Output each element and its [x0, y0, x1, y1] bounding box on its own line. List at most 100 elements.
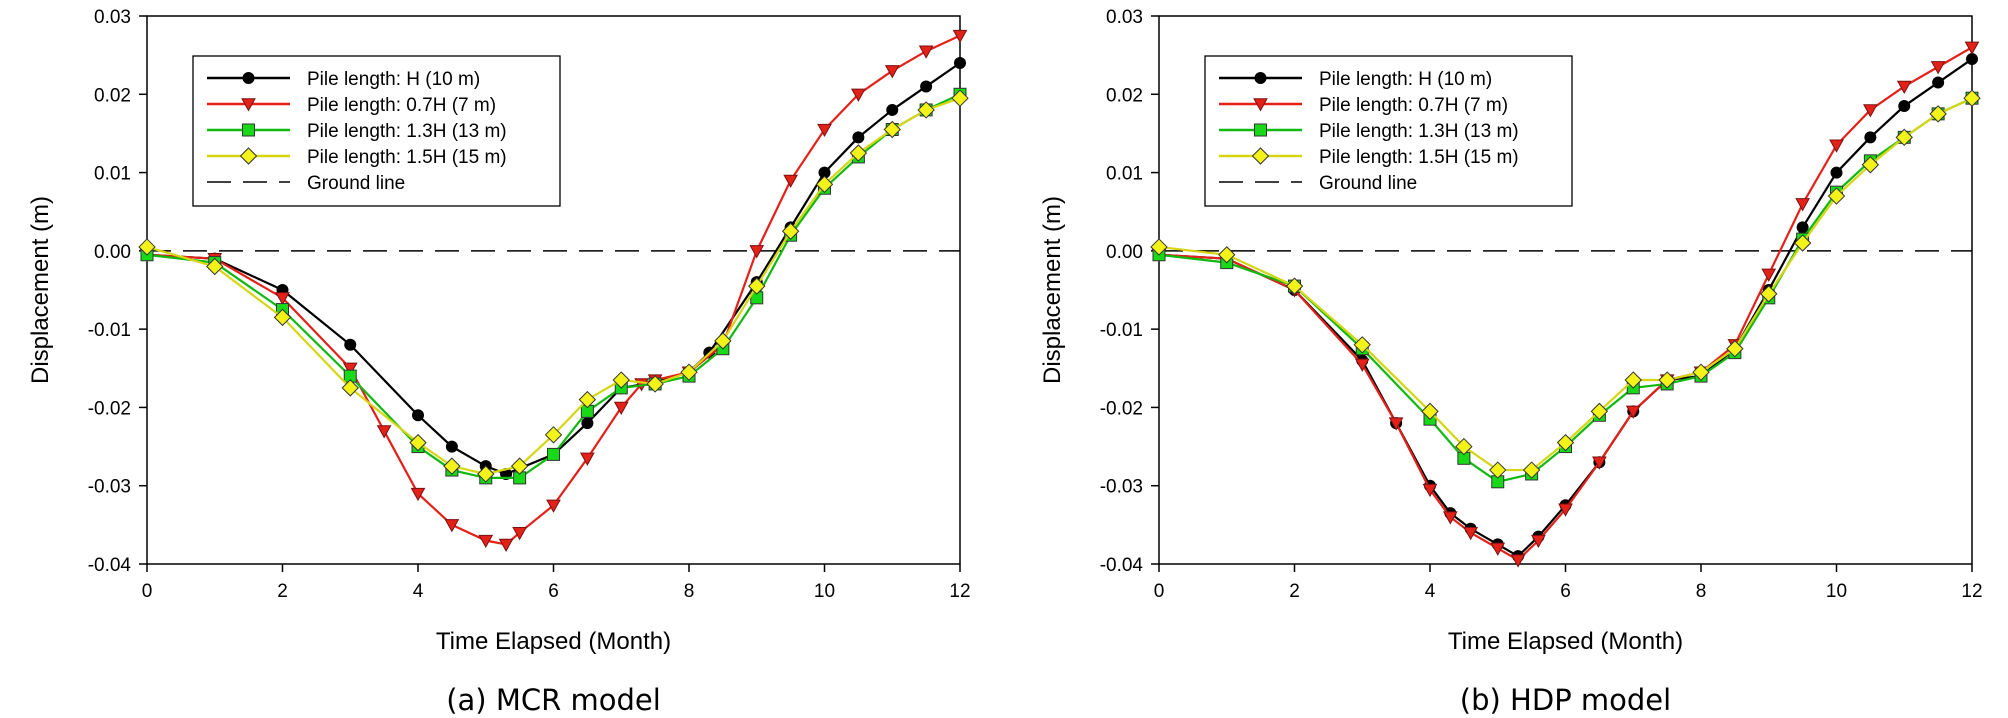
data-point	[1592, 456, 1607, 470]
data-point	[1625, 405, 1641, 419]
legend-label: Pile length: 1.3H (13 m)	[307, 121, 507, 142]
data-point	[512, 526, 527, 541]
data-point	[1760, 285, 1778, 303]
x-tick-label: 6	[1560, 581, 1571, 602]
data-point	[1827, 187, 1846, 205]
legend-marker	[1253, 98, 1268, 112]
data-point	[1863, 104, 1878, 118]
data-point	[714, 332, 732, 350]
data-point	[1830, 166, 1843, 179]
data-point	[1761, 268, 1777, 282]
chart-caption: (b) HDP model	[1460, 683, 1671, 717]
x-tick-label: 2	[277, 581, 288, 602]
legend-label: Pile length: 0.7H (7 m)	[307, 95, 496, 116]
y-tick-label: 0.00	[94, 242, 131, 263]
data-point	[344, 338, 357, 351]
data-point	[815, 175, 834, 194]
data-point	[478, 534, 494, 549]
data-point	[273, 308, 292, 327]
y-tick-label: -0.04	[1100, 555, 1144, 576]
data-point	[1218, 246, 1236, 264]
data-point	[1895, 128, 1913, 147]
x-tick-label: 12	[1961, 581, 1982, 602]
x-tick-label: 10	[814, 581, 835, 602]
data-point	[886, 103, 899, 116]
x-tick-label: 8	[684, 581, 695, 602]
series-line	[1158, 46, 1973, 562]
data-point	[1929, 105, 1947, 123]
data-point	[1421, 402, 1439, 421]
y-tick-label: -0.01	[88, 320, 131, 341]
data-point	[749, 245, 765, 259]
data-point	[781, 222, 800, 240]
legend-label: Pile length: H (10 m)	[1319, 69, 1492, 90]
legend-marker	[1254, 72, 1267, 84]
data-point	[578, 390, 597, 409]
data-point	[1829, 139, 1844, 153]
data-point	[544, 426, 563, 444]
legend-marker	[1254, 123, 1267, 137]
data-point	[1624, 371, 1642, 389]
y-tick-label: -0.01	[1100, 320, 1143, 341]
series-group	[138, 89, 969, 483]
data-point	[445, 440, 458, 453]
y-tick-label: 0.03	[94, 7, 131, 28]
data-point	[510, 457, 529, 475]
data-point	[951, 89, 969, 107]
x-tick-label: 12	[949, 581, 970, 602]
data-point	[498, 538, 514, 552]
data-point	[783, 174, 798, 188]
data-point	[341, 379, 359, 397]
y-tick-label: -0.04	[88, 555, 132, 576]
data-point	[1422, 483, 1438, 498]
data-point	[646, 375, 664, 393]
legend-marker	[1251, 147, 1270, 165]
y-tick-label: 0.02	[94, 85, 131, 106]
legend-label: Pile length: H (10 m)	[307, 69, 480, 90]
legend-label: Pile length: 1.5H (15 m)	[307, 147, 507, 168]
x-tick-label: 0	[142, 581, 153, 602]
x-axis-label: Time Elapsed (Month)	[1448, 628, 1683, 655]
data-point	[342, 362, 358, 376]
y-tick-label: -0.03	[88, 477, 131, 498]
chart-hdp-model: 0 2 4 6 8 10 12 -0.04 -0.03 -0.02 -0.01 0.00 0.01 0.0…	[1039, 7, 1983, 717]
x-tick-label: 10	[1826, 581, 1847, 602]
data-point	[477, 465, 495, 483]
data-point	[817, 123, 832, 138]
data-point	[1531, 534, 1546, 549]
data-point	[275, 292, 290, 306]
legend-marker	[241, 98, 256, 112]
data-point	[1964, 41, 1980, 55]
data-point	[849, 144, 868, 162]
data-point	[1455, 437, 1473, 456]
y-tick-label: 0.01	[1106, 164, 1143, 185]
y-tick-label: -0.03	[1100, 477, 1143, 498]
data-point	[1285, 277, 1304, 295]
data-point	[409, 433, 427, 452]
data-point	[884, 65, 900, 79]
data-point	[444, 519, 460, 533]
data-point	[547, 447, 560, 461]
data-point	[1796, 221, 1809, 234]
data-point	[376, 425, 392, 439]
series-line	[146, 34, 961, 546]
data-point	[1353, 336, 1371, 354]
legend-marker	[242, 123, 255, 137]
y-tick-label: 0.00	[1106, 242, 1143, 263]
y-tick-label: -0.02	[1100, 398, 1143, 419]
data-point	[917, 101, 935, 119]
data-point	[680, 363, 698, 381]
data-point	[920, 80, 933, 93]
data-point	[1510, 554, 1526, 568]
data-point	[1658, 371, 1676, 389]
data-point	[443, 457, 461, 475]
data-point	[546, 499, 561, 513]
data-point	[1354, 358, 1370, 372]
x-axis-label: Time Elapsed (Month)	[436, 628, 671, 655]
data-point	[1442, 511, 1458, 525]
data-point	[1930, 61, 1946, 75]
chart-caption: (a) MCR model	[446, 683, 661, 717]
data-point	[1556, 433, 1575, 452]
data-point	[1896, 80, 1912, 94]
x-tick-label: 2	[1289, 581, 1300, 602]
